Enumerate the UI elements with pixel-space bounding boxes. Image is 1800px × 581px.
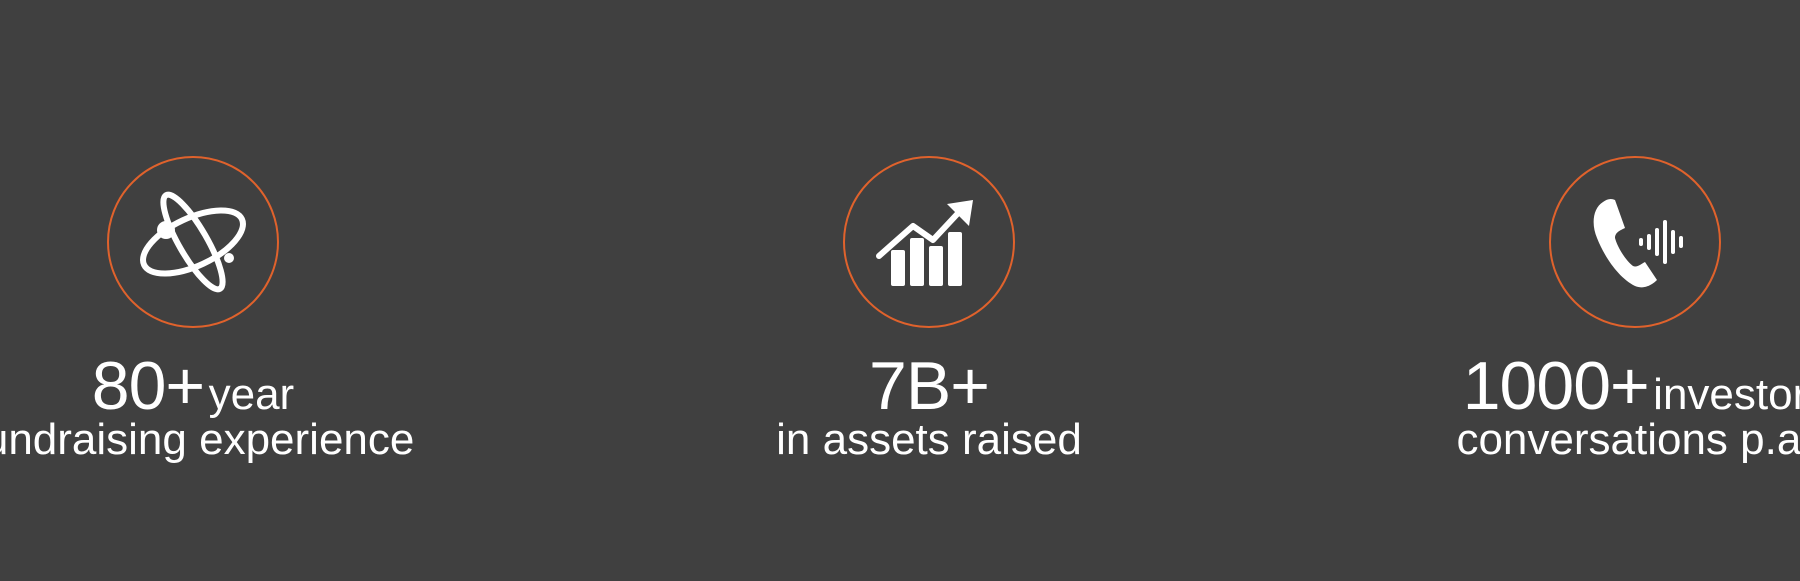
atom-icon [140, 191, 246, 293]
stat-label: fundraising experience [0, 415, 415, 464]
stat-number: 7B+ [869, 348, 990, 424]
stat-fundraising-experience: 80+ year fundraising experience [0, 156, 493, 466]
growth-chart-icon [876, 200, 973, 286]
icon-ring [1549, 156, 1721, 328]
icon-ring [107, 156, 279, 328]
stat-investor-conversations: 1000+ investor conversations p.a. [1335, 156, 1800, 466]
stat-label: in assets raised [776, 415, 1082, 464]
stat-suffix: investor [1653, 370, 1800, 419]
stat-number: 1000+ [1462, 348, 1650, 424]
stat-number: 80+ [91, 348, 205, 424]
stat-label: conversations p.a. [1456, 415, 1800, 464]
stat-text: 1000+ investor conversations p.a. [1456, 352, 1800, 466]
stat-assets-raised: 7B+ in assets raised [629, 156, 1229, 466]
phone-call-icon [1593, 198, 1683, 288]
icon-ring [843, 156, 1015, 328]
stat-suffix: year [208, 370, 295, 419]
stat-text: 7B+ in assets raised [776, 352, 1082, 466]
stat-text: 80+ year fundraising experience [0, 352, 415, 466]
